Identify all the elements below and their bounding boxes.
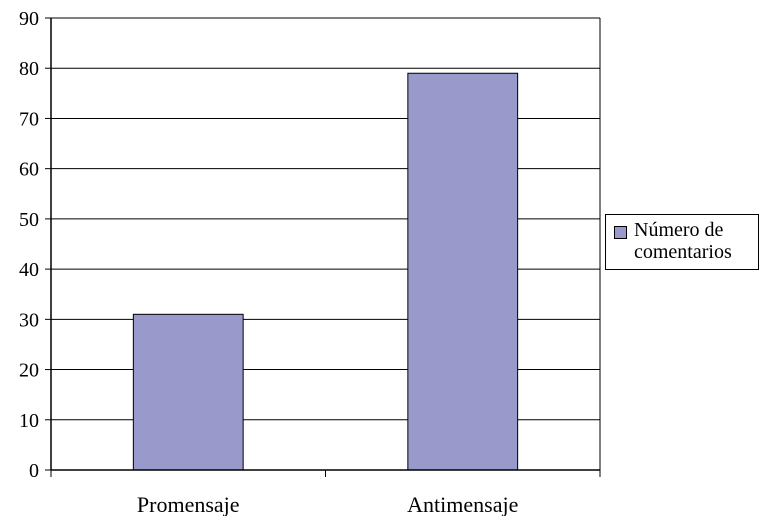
x-tick-labels: Promensaje Antimensaje bbox=[137, 492, 518, 517]
axes bbox=[45, 17, 601, 477]
legend-label: Número de comentarios bbox=[634, 219, 732, 263]
x-tick-label: Promensaje bbox=[137, 492, 240, 516]
y-tick-label: 70 bbox=[19, 108, 39, 130]
bar bbox=[132, 313, 244, 471]
y-tick-label: 30 bbox=[19, 309, 39, 331]
y-tick-label: 80 bbox=[19, 58, 39, 80]
legend-swatch bbox=[614, 226, 627, 239]
y-tick-label: 40 bbox=[19, 259, 39, 281]
y-tick-label: 0 bbox=[29, 460, 39, 482]
bars bbox=[132, 72, 519, 471]
y-tick-label: 90 bbox=[19, 8, 39, 30]
bar bbox=[407, 72, 519, 471]
y-tick-labels: 0 10 20 30 40 50 60 70 80 90 bbox=[19, 8, 39, 482]
y-tick-label: 60 bbox=[19, 159, 39, 181]
y-tick-label: 20 bbox=[19, 360, 39, 382]
x-tick-label: Antimensaje bbox=[407, 492, 518, 516]
legend: Número de comentarios bbox=[605, 214, 759, 270]
y-tick-label: 10 bbox=[19, 410, 39, 432]
y-tick-label: 50 bbox=[19, 209, 39, 231]
